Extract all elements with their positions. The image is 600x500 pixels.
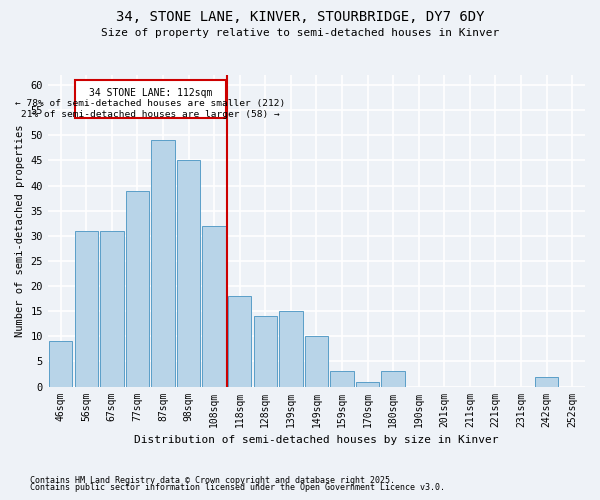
Text: Size of property relative to semi-detached houses in Kinver: Size of property relative to semi-detach…: [101, 28, 499, 38]
Bar: [305, 336, 328, 386]
Bar: [177, 160, 200, 386]
FancyBboxPatch shape: [75, 80, 226, 118]
Bar: [228, 296, 251, 386]
Text: 34, STONE LANE, KINVER, STOURBRIDGE, DY7 6DY: 34, STONE LANE, KINVER, STOURBRIDGE, DY7…: [116, 10, 484, 24]
Bar: [279, 311, 302, 386]
Text: 21% of semi-detached houses are larger (58) →: 21% of semi-detached houses are larger (…: [21, 110, 280, 118]
Text: Contains HM Land Registry data © Crown copyright and database right 2025.: Contains HM Land Registry data © Crown c…: [30, 476, 395, 485]
Y-axis label: Number of semi-detached properties: Number of semi-detached properties: [15, 124, 25, 337]
Bar: [535, 376, 559, 386]
Bar: [202, 226, 226, 386]
X-axis label: Distribution of semi-detached houses by size in Kinver: Distribution of semi-detached houses by …: [134, 435, 499, 445]
Bar: [254, 316, 277, 386]
Text: Contains public sector information licensed under the Open Government Licence v3: Contains public sector information licen…: [30, 484, 445, 492]
Text: ← 78% of semi-detached houses are smaller (212): ← 78% of semi-detached houses are smalle…: [15, 99, 286, 108]
Bar: [100, 231, 124, 386]
Text: 34 STONE LANE: 112sqm: 34 STONE LANE: 112sqm: [89, 88, 212, 98]
Bar: [330, 372, 354, 386]
Bar: [356, 382, 379, 386]
Bar: [382, 372, 405, 386]
Bar: [74, 231, 98, 386]
Bar: [49, 342, 73, 386]
Bar: [125, 190, 149, 386]
Bar: [151, 140, 175, 386]
